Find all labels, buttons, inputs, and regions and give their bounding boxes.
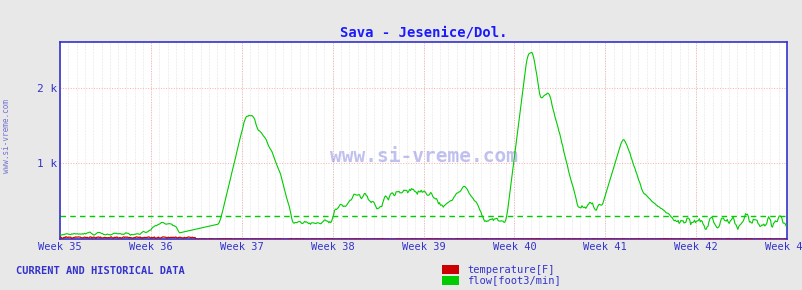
Text: flow[foot3/min]: flow[foot3/min] [467, 276, 561, 285]
Title: Sava - Jesenice/Dol.: Sava - Jesenice/Dol. [339, 26, 507, 39]
Text: CURRENT AND HISTORICAL DATA: CURRENT AND HISTORICAL DATA [16, 266, 184, 276]
Text: www.si-vreme.com: www.si-vreme.com [329, 147, 517, 166]
Text: temperature[F]: temperature[F] [467, 265, 554, 275]
Text: www.si-vreme.com: www.si-vreme.com [2, 99, 11, 173]
